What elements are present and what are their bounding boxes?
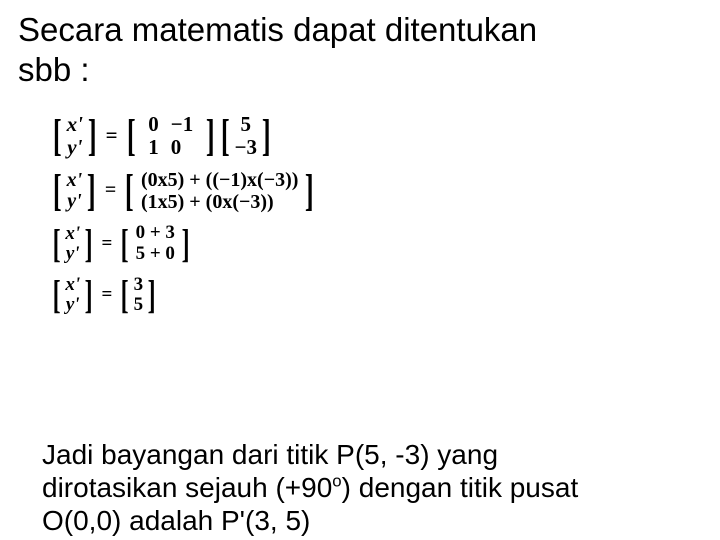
right-bracket-icon: ] <box>262 110 271 161</box>
math-block: [ x' y' ] = [ 0 −1 1 0 ] [ 5 −3 ] [ x <box>50 110 470 322</box>
sum-bot: 5 + 0 <box>136 244 175 265</box>
expanded-vector: (0x5) + ((−1)x(−3)) (1x5) + (0x(−3)) <box>137 169 302 213</box>
vec-top: 5 <box>241 113 252 135</box>
exp-top: (0x5) + ((−1)x(−3)) <box>141 169 298 191</box>
result-vector: 3 5 <box>132 275 146 315</box>
right-bracket-icon: ] <box>87 165 96 216</box>
right-bracket-icon: ] <box>88 110 97 161</box>
concl-2b: ) dengan titik pusat <box>342 472 579 503</box>
equals-sign: = <box>100 123 124 148</box>
left-bracket-icon: [ <box>125 165 134 216</box>
m-r2c2: 0 <box>165 136 188 158</box>
math-row-4: [ x' y' ] = [ 3 5 ] <box>50 271 470 318</box>
res-top: 3 <box>134 275 144 295</box>
lhs-vector: x' y' <box>65 113 85 157</box>
m-r2c1: 1 <box>142 136 165 158</box>
m-r1c1: 0 <box>142 113 165 135</box>
equals-sign: = <box>99 179 122 202</box>
exp-bot: (1x5) + (0x(−3)) <box>141 191 298 213</box>
conclusion-line-2: dirotasikan sejauh (+90o) dengan titik p… <box>42 471 702 504</box>
m-r1c2: −1 <box>165 113 199 135</box>
conclusion-line-3: O(0,0) adalah P'(3, 5) <box>42 504 702 537</box>
right-bracket-icon: ] <box>206 110 215 161</box>
math-row-3: [ x' y' ] = [ 0 + 3 5 + 0 ] <box>50 220 470 267</box>
lhs-top: x' <box>67 113 83 135</box>
concl-2a: dirotasikan sejauh (+90 <box>42 472 332 503</box>
left-bracket-icon: [ <box>127 110 136 161</box>
equals-sign: = <box>95 284 118 306</box>
lhs-top: x' <box>65 224 80 244</box>
left-bracket-icon: [ <box>53 110 62 161</box>
heading-line-1: Secara matematis dapat ditentukan <box>18 10 698 50</box>
sum-vector: 0 + 3 5 + 0 <box>132 223 179 265</box>
rotation-matrix: 0 −1 1 0 <box>138 113 203 157</box>
conclusion-line-1: Jadi bayangan dari titik P(5, -3) yang <box>42 438 702 471</box>
left-bracket-icon: [ <box>53 220 61 267</box>
degree-superscript: o <box>332 472 341 491</box>
right-bracket-icon: ] <box>148 271 156 318</box>
conclusion-block: Jadi bayangan dari titik P(5, -3) yang d… <box>42 438 702 537</box>
right-bracket-icon: ] <box>182 220 190 267</box>
lhs-vector: x' y' <box>65 170 85 212</box>
input-vector: 5 −3 <box>233 113 259 157</box>
right-bracket-icon: ] <box>305 165 314 216</box>
lhs-top: x' <box>65 275 80 295</box>
lhs-bot: y' <box>66 244 80 264</box>
lhs-vector: x' y' <box>63 224 82 264</box>
heading-block: Secara matematis dapat ditentukan sbb : <box>18 10 698 89</box>
vec-bot: −3 <box>235 136 257 158</box>
right-bracket-icon: ] <box>85 220 93 267</box>
lhs-bot: y' <box>66 295 80 315</box>
lhs-bot: y' <box>67 191 81 212</box>
equals-sign: = <box>95 233 118 255</box>
res-bot: 5 <box>134 295 144 315</box>
left-bracket-icon: [ <box>53 271 61 318</box>
sum-top: 0 + 3 <box>136 223 175 244</box>
math-row-1: [ x' y' ] = [ 0 −1 1 0 ] [ 5 −3 ] <box>50 110 470 161</box>
heading-line-2: sbb : <box>18 50 698 90</box>
left-bracket-icon: [ <box>121 220 129 267</box>
lhs-vector: x' y' <box>63 275 82 315</box>
right-bracket-icon: ] <box>85 271 93 318</box>
math-row-2: [ x' y' ] = [ (0x5) + ((−1)x(−3)) (1x5) … <box>50 165 470 216</box>
lhs-bot: y' <box>67 136 82 158</box>
left-bracket-icon: [ <box>53 165 62 216</box>
left-bracket-icon: [ <box>221 110 230 161</box>
left-bracket-icon: [ <box>121 271 129 318</box>
lhs-top: x' <box>67 170 83 191</box>
